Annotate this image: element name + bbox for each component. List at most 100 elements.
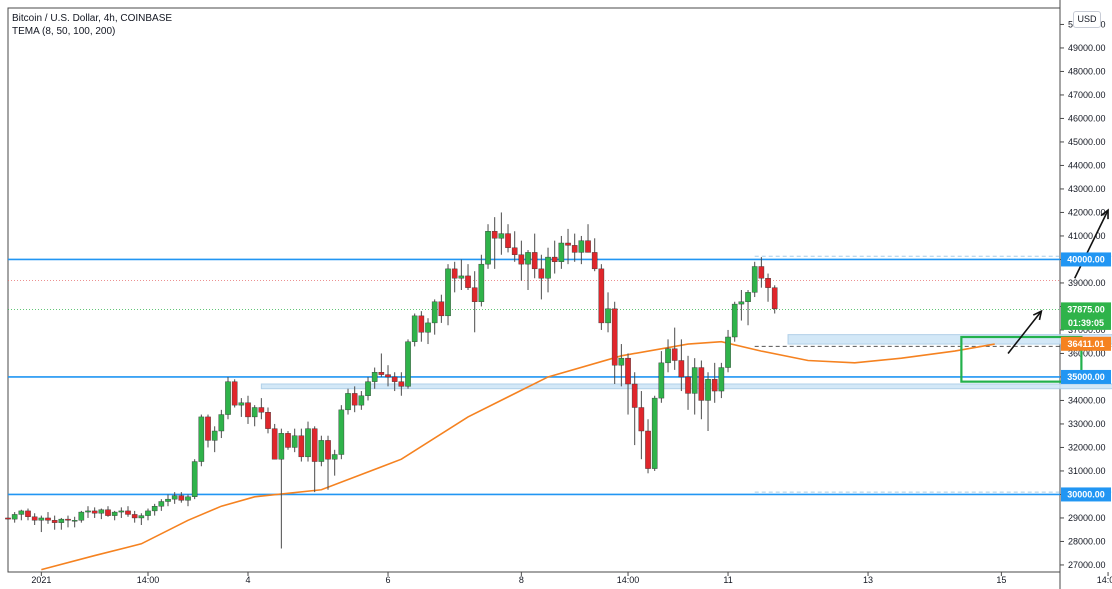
candle-up: [85, 510, 91, 513]
y-tick-label: 33000.00: [1068, 419, 1106, 429]
price-axis-badge: [1061, 252, 1111, 267]
currency-button[interactable]: USD: [1073, 11, 1101, 28]
candle-down: [511, 247, 518, 255]
candle-up: [431, 301, 438, 324]
candle-up: [305, 428, 311, 458]
candle-up: [171, 495, 178, 500]
candle-up: [58, 518, 65, 523]
candle-down: [638, 407, 645, 432]
y-tick-label: 34000.00: [1068, 395, 1106, 405]
price-axis-badge: [1061, 369, 1111, 384]
candle-down: [385, 374, 391, 378]
candle-down: [671, 348, 678, 361]
candle-down: [518, 254, 525, 265]
candle-down: [105, 509, 111, 516]
y-tick-label: 27000.00: [1068, 560, 1106, 570]
candle-up: [751, 266, 758, 293]
indicator-legend[interactable]: TEMA (8, 50, 100, 200): [12, 26, 116, 37]
candle-down: [65, 518, 71, 521]
candle-up: [718, 367, 725, 392]
x-tick-label: 11: [723, 575, 732, 585]
candle-up: [11, 514, 18, 520]
candle-up: [211, 430, 218, 441]
candle-down: [325, 440, 331, 460]
candle-up: [345, 393, 351, 411]
candle-up: [425, 322, 431, 333]
candle-down: [451, 268, 458, 279]
candle-up: [225, 381, 231, 415]
candle-down: [271, 428, 278, 460]
price-axis-badge: [1061, 315, 1111, 330]
price-axis-badge: [1061, 336, 1111, 351]
y-tick-label: 49000.00: [1068, 43, 1106, 53]
candle-down: [771, 287, 778, 309]
candle-down: [538, 268, 545, 279]
candle-up: [411, 315, 418, 342]
tema-line: [41, 340, 995, 571]
candle-down: [585, 240, 591, 253]
y-tick-label: 32000.00: [1068, 442, 1106, 452]
projection-arrow-shaft: [1074, 209, 1109, 279]
candle-up: [725, 336, 731, 368]
candle-down: [551, 256, 558, 263]
candle-down: [378, 372, 385, 375]
candle-down: [645, 430, 651, 469]
candle-down: [711, 379, 718, 392]
candles: [5, 212, 778, 549]
y-tick-label: 31000.00: [1068, 466, 1106, 476]
y-tick-label: 44000.00: [1068, 160, 1106, 170]
x-tick-label: 4: [246, 575, 251, 585]
candle-up: [605, 308, 611, 324]
candle-up: [318, 440, 325, 462]
price-axis-badge-label: 35000.00: [1067, 372, 1105, 382]
candle-up: [405, 341, 411, 387]
candle-up: [151, 506, 158, 512]
candle-down: [31, 516, 38, 521]
candle-up: [445, 268, 451, 317]
candle-up: [38, 517, 45, 521]
price-axis-badge-label: 36411.01: [1067, 339, 1104, 349]
candle-up: [691, 367, 698, 394]
candle-down: [45, 517, 51, 521]
y-tick-label: 41000.00: [1068, 231, 1106, 241]
candle-up: [251, 407, 258, 418]
candle-up: [238, 402, 245, 406]
candle-down: [531, 252, 538, 270]
candle-up: [371, 372, 378, 382]
candle-down: [418, 315, 425, 333]
candle-up: [365, 381, 371, 396]
candle-down: [131, 514, 138, 519]
candle-up: [158, 501, 165, 507]
candle-up: [358, 395, 365, 406]
candle-up: [198, 416, 205, 462]
candle-down: [125, 510, 131, 515]
candle-up: [731, 303, 738, 338]
x-tick-label: 6: [386, 575, 391, 585]
candle-down: [631, 383, 638, 408]
candle-down: [245, 402, 251, 418]
candle-up: [338, 409, 345, 455]
candle-down: [685, 376, 691, 394]
candle-up: [111, 511, 118, 516]
candle-up: [658, 362, 665, 399]
candle-down: [611, 308, 618, 366]
x-tick-label: 15: [996, 575, 1006, 585]
candle-up: [165, 498, 171, 502]
candle-down: [298, 435, 305, 458]
x-tick-label: 13: [863, 575, 873, 585]
candle-down: [491, 231, 498, 239]
candle-down: [351, 393, 358, 406]
candle-up: [651, 397, 658, 469]
projection-arrow-head: [1100, 208, 1109, 220]
candle-down: [571, 245, 578, 253]
candle-up: [118, 510, 125, 513]
candle-up: [478, 263, 485, 302]
x-tick-label: 14:00: [137, 575, 160, 585]
candle-up: [185, 496, 191, 501]
candle-down: [438, 301, 445, 317]
symbol-title[interactable]: Bitcoin / U.S. Dollar, 4h, COINBASE: [12, 13, 173, 24]
candle-up: [98, 509, 105, 514]
